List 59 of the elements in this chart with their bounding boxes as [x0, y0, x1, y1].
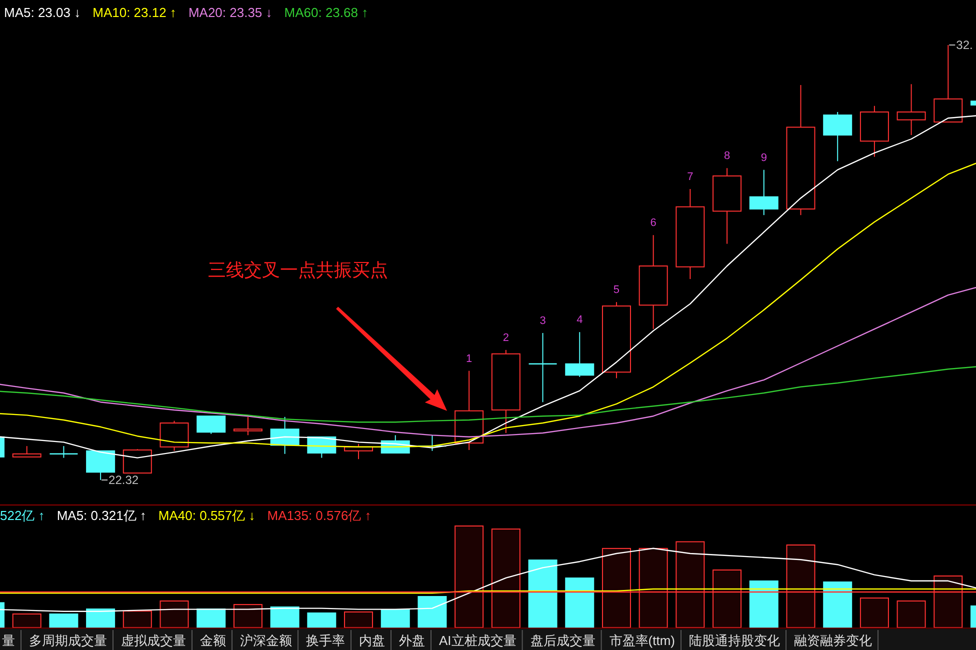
- bar: [860, 598, 889, 628]
- text: 多周期成交量: [29, 633, 107, 648]
- text: 1: [466, 352, 472, 365]
- text: 融资融券变化: [794, 633, 872, 648]
- bar: [418, 596, 447, 628]
- bar: [49, 613, 78, 628]
- annotation: 22.32: [108, 473, 139, 487]
- text: 金额: [200, 633, 226, 648]
- candlestick: [528, 332, 558, 403]
- text: MA5: 0.321亿 ↑: [56, 508, 146, 523]
- text: 盘后成交量: [530, 633, 596, 648]
- bar: [565, 578, 594, 628]
- candlestick: [676, 188, 705, 280]
- text: MA135: 0.576亿 ↑: [267, 508, 372, 523]
- bar: [823, 581, 852, 628]
- text: 6: [650, 217, 656, 230]
- text: 2: [502, 332, 509, 344]
- bar: [12, 613, 42, 628]
- text: 陆股通持股变化: [689, 633, 780, 648]
- text: 市盈率(ttm): [609, 633, 676, 648]
- bar: [270, 606, 300, 628]
- candlestick: [860, 105, 889, 158]
- candlestick: [786, 84, 816, 216]
- bar: [122, 610, 152, 628]
- text: 换手率: [306, 633, 345, 648]
- text: 量: [2, 633, 15, 648]
- bar: [896, 600, 926, 628]
- bar: [380, 609, 410, 628]
- text: MA40: 0.557亿 ↓: [158, 508, 256, 523]
- annotation: 32.: [956, 38, 973, 52]
- annotation: 三线交叉一点共振买点: [208, 260, 388, 280]
- text: 9: [760, 152, 767, 164]
- bar: [528, 560, 558, 628]
- candlestick: [896, 84, 926, 136]
- bar: [233, 604, 262, 628]
- text: 内盘: [359, 633, 385, 648]
- text: AI立桩成交量: [439, 633, 516, 648]
- text: 虚拟成交量: [121, 633, 186, 648]
- text: MA20: 23.35 ↓: [188, 5, 272, 20]
- text: 5: [613, 284, 620, 296]
- text: 7: [687, 170, 694, 183]
- text: MA60: 23.68 ↑: [284, 5, 368, 20]
- text: 522亿 ↑: [0, 508, 45, 523]
- text: 沪深金额: [240, 633, 292, 648]
- candlestick: [749, 169, 778, 216]
- text: 4: [576, 314, 583, 326]
- candlestick: [454, 370, 484, 450]
- text: MA5: 23.03 ↓: [4, 5, 81, 20]
- bar: [86, 608, 116, 628]
- candlestick: [712, 168, 742, 244]
- text: 3: [540, 314, 546, 327]
- bar: [307, 612, 336, 628]
- text: 8: [724, 150, 730, 162]
- bar: [749, 580, 778, 628]
- candlestick: [638, 234, 668, 330]
- text: 外盘: [399, 633, 425, 648]
- bar: [344, 611, 374, 628]
- text: MA10: 23.12 ↑: [92, 5, 176, 20]
- bar: [160, 600, 189, 628]
